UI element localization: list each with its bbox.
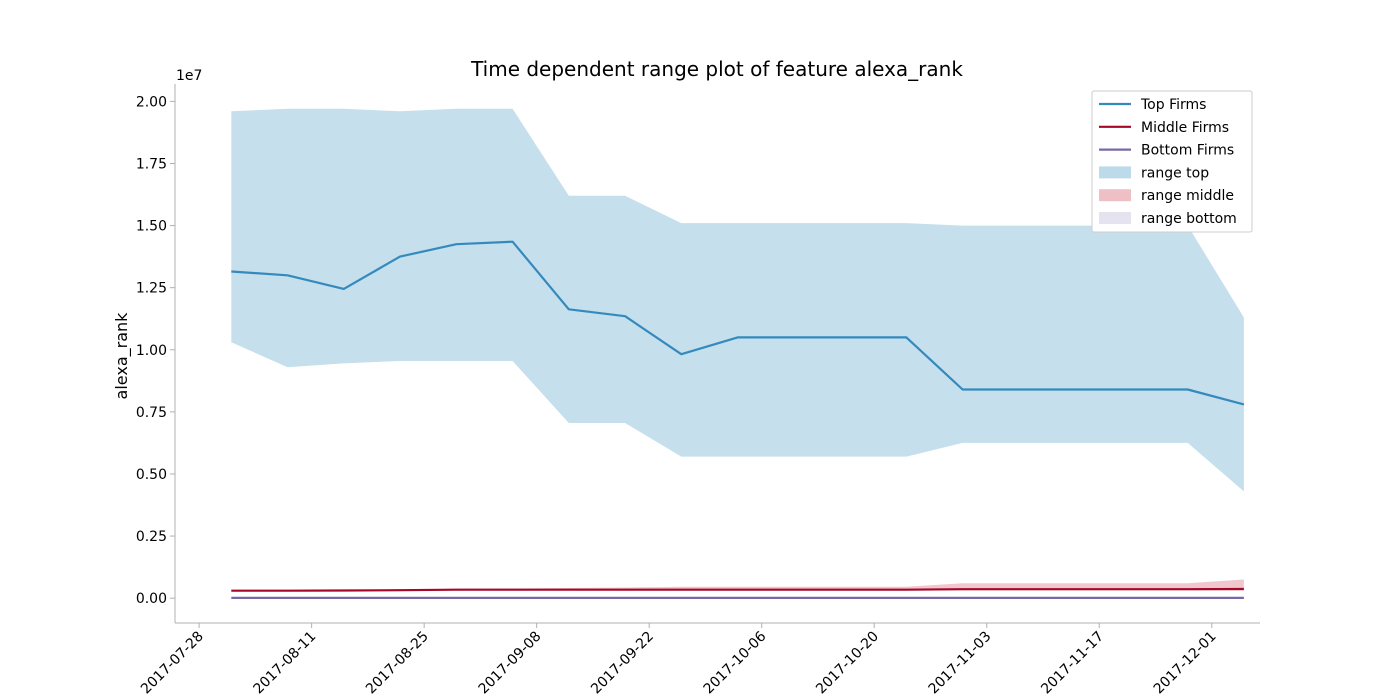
chart-title: Time dependent range plot of feature ale… <box>470 57 963 81</box>
y-tick-label-5: 1.25 <box>136 281 167 297</box>
series-line-1 <box>231 587 1244 592</box>
x-tick-label-3: 2017-09-08 <box>476 629 545 698</box>
x-tick-label-5: 2017-10-06 <box>701 628 770 697</box>
y-tick-label-2: 0.50 <box>136 467 167 483</box>
y-tick-label-6: 1.50 <box>136 219 167 235</box>
legend-frame <box>1091 90 1253 233</box>
legend-swatch-4 <box>1099 189 1131 202</box>
range-band-0 <box>231 108 1244 492</box>
x-tick-label-1: 2017-08-11 <box>251 629 320 698</box>
legend-label-4: range middle <box>1141 188 1234 204</box>
legend-label-5: range bottom <box>1141 211 1237 227</box>
y-tick-label-7: 1.75 <box>136 156 167 172</box>
x-tick-label-7: 2017-11-03 <box>926 629 995 698</box>
x-tick-label-2: 2017-08-25 <box>363 629 432 698</box>
legend-label-3: range top <box>1141 165 1209 181</box>
legend-swatch-5 <box>1099 212 1131 224</box>
x-tick-label-6: 2017-10-20 <box>813 629 882 698</box>
axes <box>174 84 1260 624</box>
legend: Top Firms Middle Firms Bottom Firms range t… <box>1091 90 1253 233</box>
x-tick-label-9: 2017-12-01 <box>1151 629 1220 698</box>
legend-label-1: Middle Firms <box>1141 120 1229 136</box>
y-ticks: 0.00 0.25 0.50 0.75 1.00 1.25 1.50 1.75 2.00 <box>136 94 175 607</box>
series-lines <box>231 240 1245 600</box>
y-tick-label-3: 0.75 <box>136 405 167 421</box>
x-tick-label-8: 2017-11-17 <box>1038 629 1107 698</box>
legend-swatch-3 <box>1099 166 1131 179</box>
series-line-0 <box>231 240 1245 406</box>
x-tick-label-0: 2017-07-28 <box>138 629 207 698</box>
y-tick-label-1: 0.25 <box>136 529 167 545</box>
y-offset-label: 1e7 <box>176 68 202 84</box>
y-tick-label-4: 1.00 <box>136 343 167 359</box>
y-tick-label-0: 0.00 <box>136 591 167 607</box>
x-ticks: 2017-07-28 2017-08-11 2017-08-25 2017-09-08… <box>138 623 1220 697</box>
x-tick-label-4: 2017-09-22 <box>588 629 657 698</box>
legend-label-2: Bottom Firms <box>1141 143 1234 159</box>
y-axis-label: alexa_rank <box>112 312 132 400</box>
legend-label-0: Top Firms <box>1140 97 1206 113</box>
y-tick-label-8: 2.00 <box>136 94 167 110</box>
